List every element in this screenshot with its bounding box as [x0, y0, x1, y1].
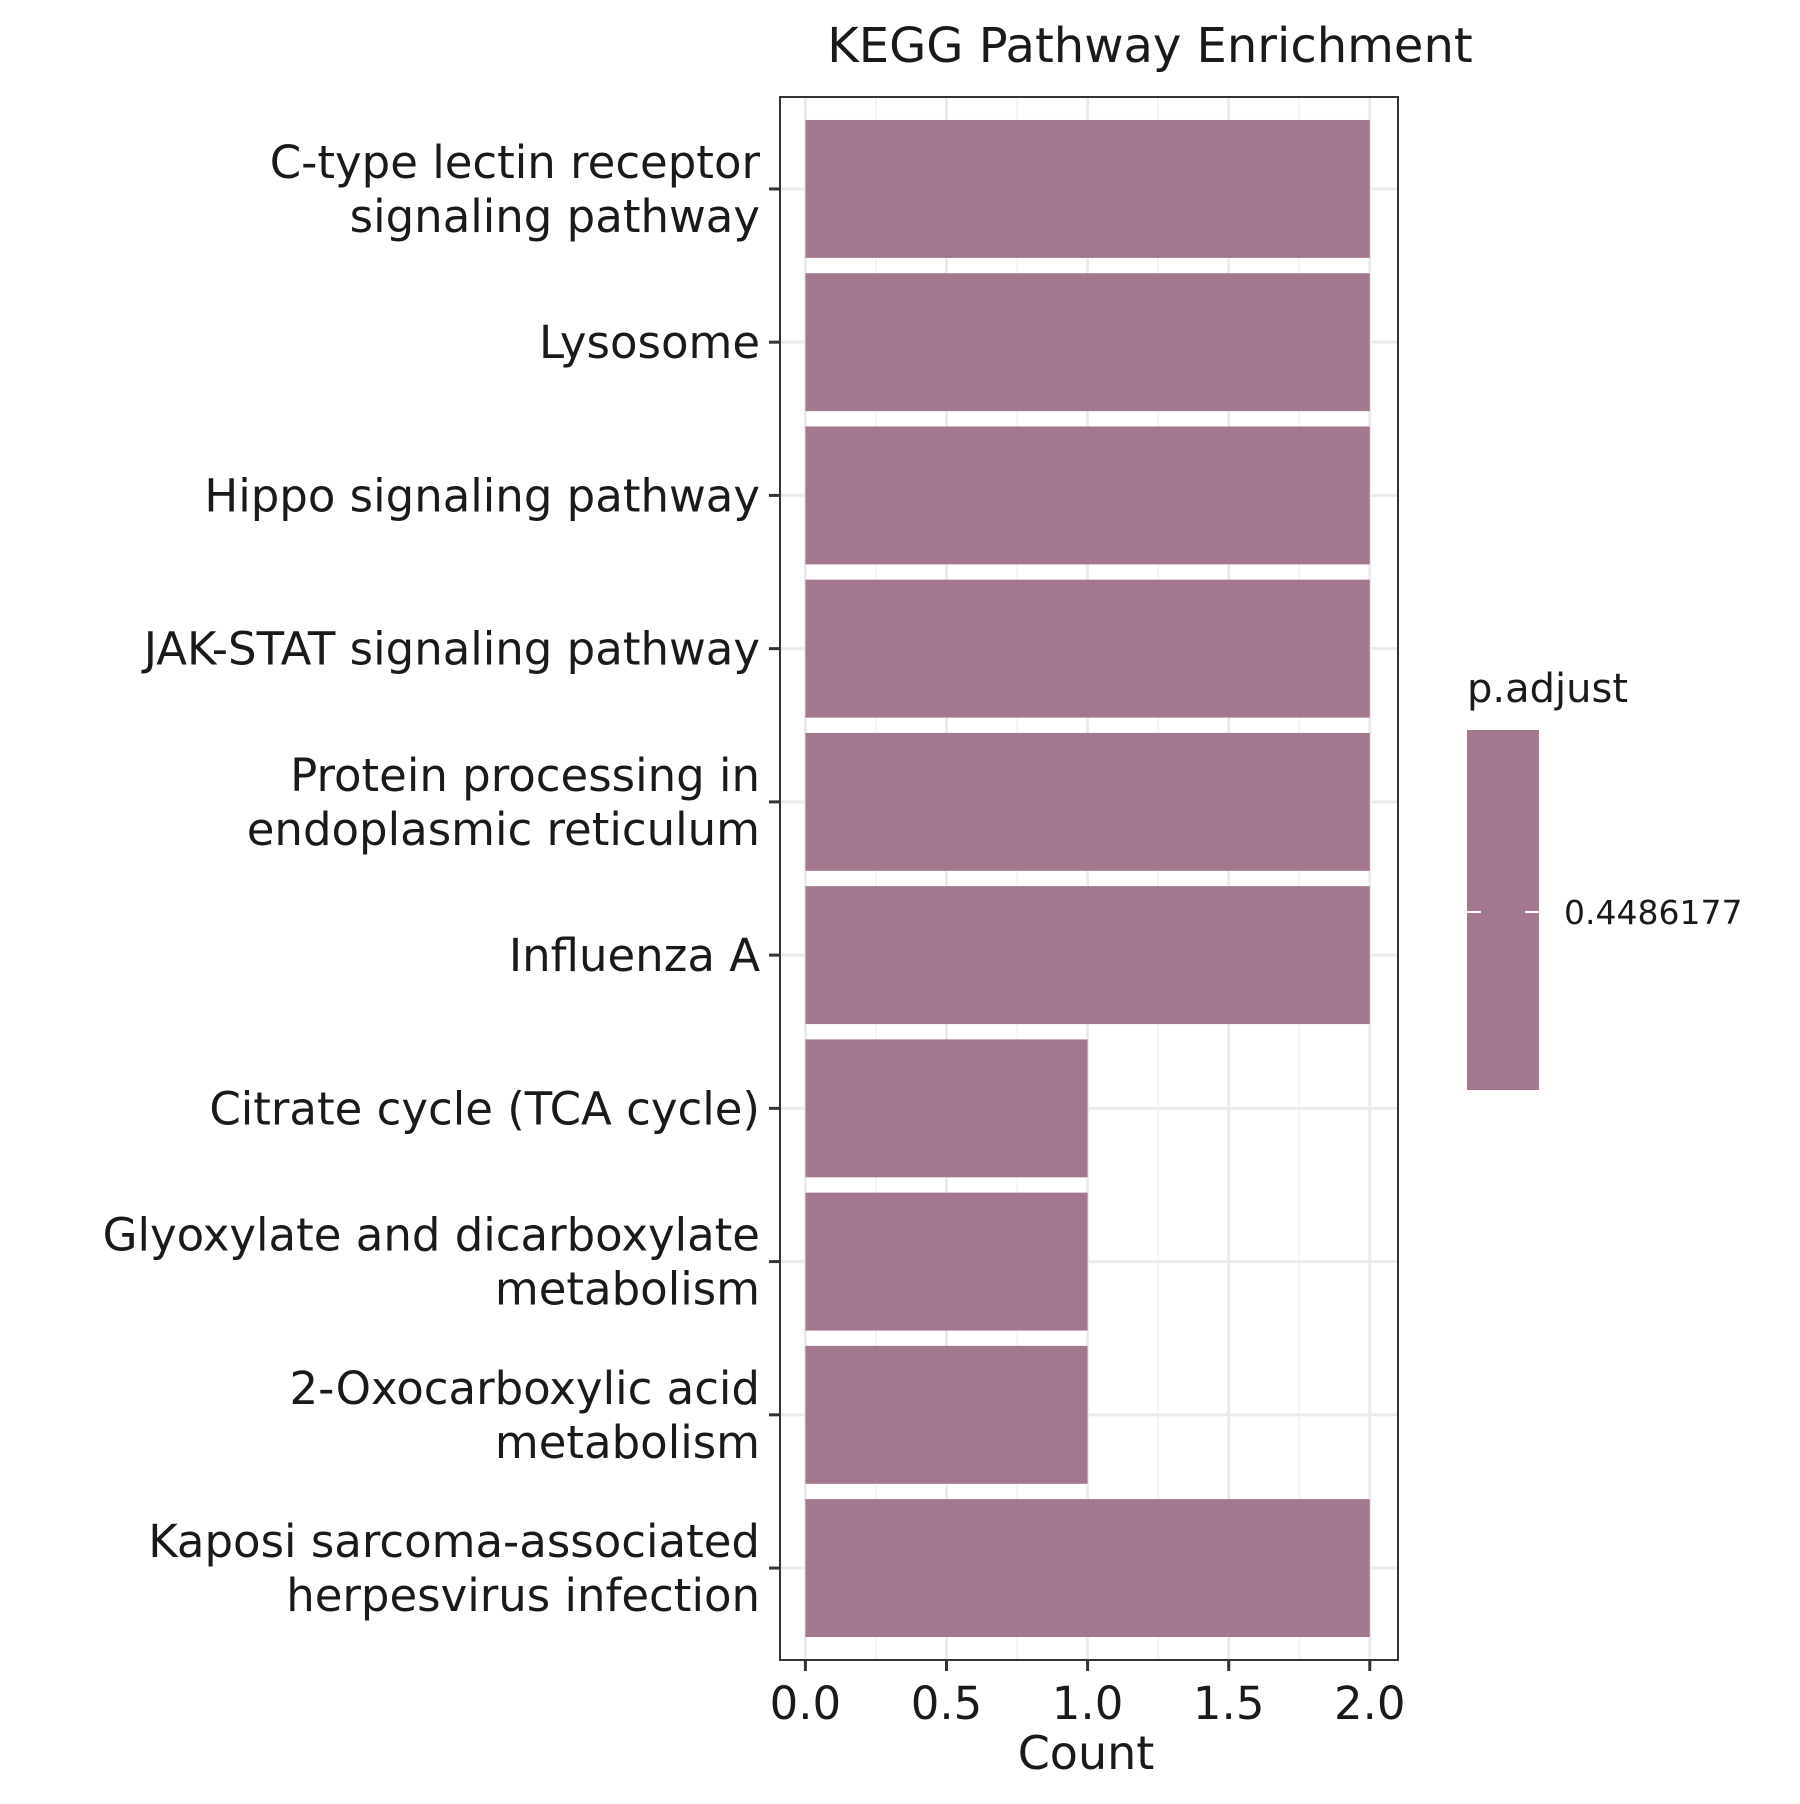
legend: p.adjust 0.4486177	[1467, 666, 1742, 1090]
y-tick-label: Glyoxylate and dicarboxylate metabolism	[103, 1209, 760, 1316]
y-tick-label: Hippo signaling pathway	[204, 469, 760, 522]
bar	[805, 426, 1370, 565]
y-tick-label: Lysosome	[539, 316, 760, 369]
legend-label: 0.4486177	[1564, 893, 1742, 932]
legend-title: p.adjust	[1467, 666, 1628, 712]
x-tick-label: 2.0	[1334, 1677, 1406, 1730]
y-tick-label: Citrate cycle (TCA cycle)	[209, 1082, 760, 1135]
y-tick-label: Influenza A	[509, 929, 760, 982]
bar	[805, 119, 1370, 258]
y-tick-label: Kaposi sarcoma-associated herpesvirus inf…	[148, 1515, 760, 1622]
bar	[805, 273, 1370, 412]
y-tick-label: C-type lectin receptor signaling pathway	[270, 136, 761, 243]
bar	[805, 1192, 1088, 1331]
bar	[805, 886, 1370, 1025]
y-axis: C-type lectin receptor signaling pathway L…	[103, 136, 780, 1622]
chart-title: KEGG Pathway Enrichment	[827, 18, 1472, 74]
x-tick-label: 0.5	[911, 1677, 983, 1730]
bar	[805, 1345, 1088, 1484]
bar	[805, 1039, 1088, 1178]
bar	[805, 732, 1370, 871]
x-tick-label: 1.0	[1052, 1677, 1124, 1730]
bar	[805, 1499, 1370, 1638]
y-tick-label: JAK-STAT signaling pathway	[141, 623, 760, 676]
x-tick-label: 0.0	[770, 1677, 842, 1730]
y-tick-label: 2-Oxocarboxylic acid metabolism	[289, 1362, 760, 1469]
x-tick-label: 1.5	[1193, 1677, 1265, 1730]
y-tick-label: Protein processing in endoplasmic reticul…	[247, 749, 760, 856]
x-axis: 0.0 0.5 1.0 1.5 2.0	[770, 1660, 1406, 1730]
plot-panel	[779, 96, 1399, 1661]
x-axis-title: Count	[1018, 1726, 1155, 1780]
bar	[805, 579, 1370, 718]
legend-colorbar	[1467, 730, 1539, 1090]
